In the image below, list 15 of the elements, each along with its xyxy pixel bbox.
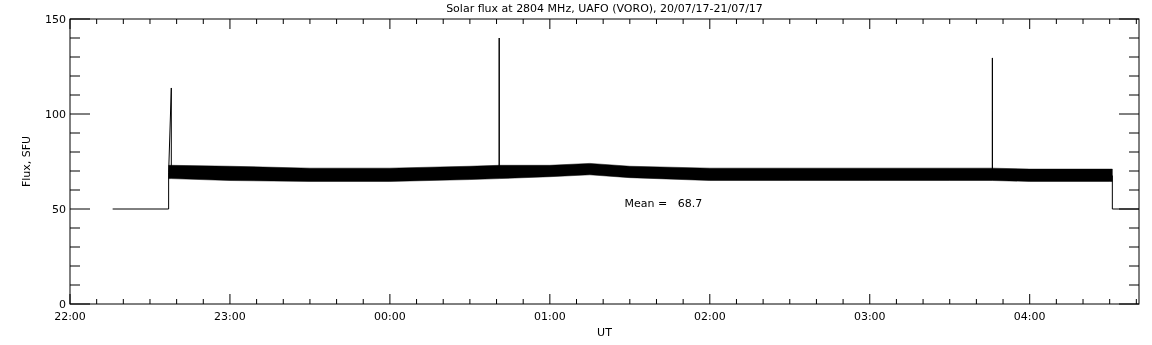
x-tick-label: 22:00 xyxy=(54,310,86,323)
x-tick-label: 03:00 xyxy=(853,310,886,323)
x-tick-label: 23:00 xyxy=(214,310,246,323)
x-tick-label: 00:00 xyxy=(374,310,406,323)
x-axis-title: UT xyxy=(597,326,613,339)
x-tick-label: 04:00 xyxy=(1013,310,1046,323)
y-tick-label: 100 xyxy=(45,108,66,121)
chart-title: Solar flux at 2804 MHz, UAFO (VORO), 20/07/17-21/07/17 xyxy=(446,2,763,15)
annotation: Mean = 68.7 xyxy=(624,197,703,211)
x-tick-label: 02:00 xyxy=(693,310,726,323)
x-tick-label: 01:00 xyxy=(534,310,566,323)
y-tick-label: 50 xyxy=(52,203,66,216)
y-tick-label: 150 xyxy=(45,13,66,26)
y-tick-label: 0 xyxy=(59,298,66,311)
y-axis-title: Flux, SFU xyxy=(20,135,33,188)
